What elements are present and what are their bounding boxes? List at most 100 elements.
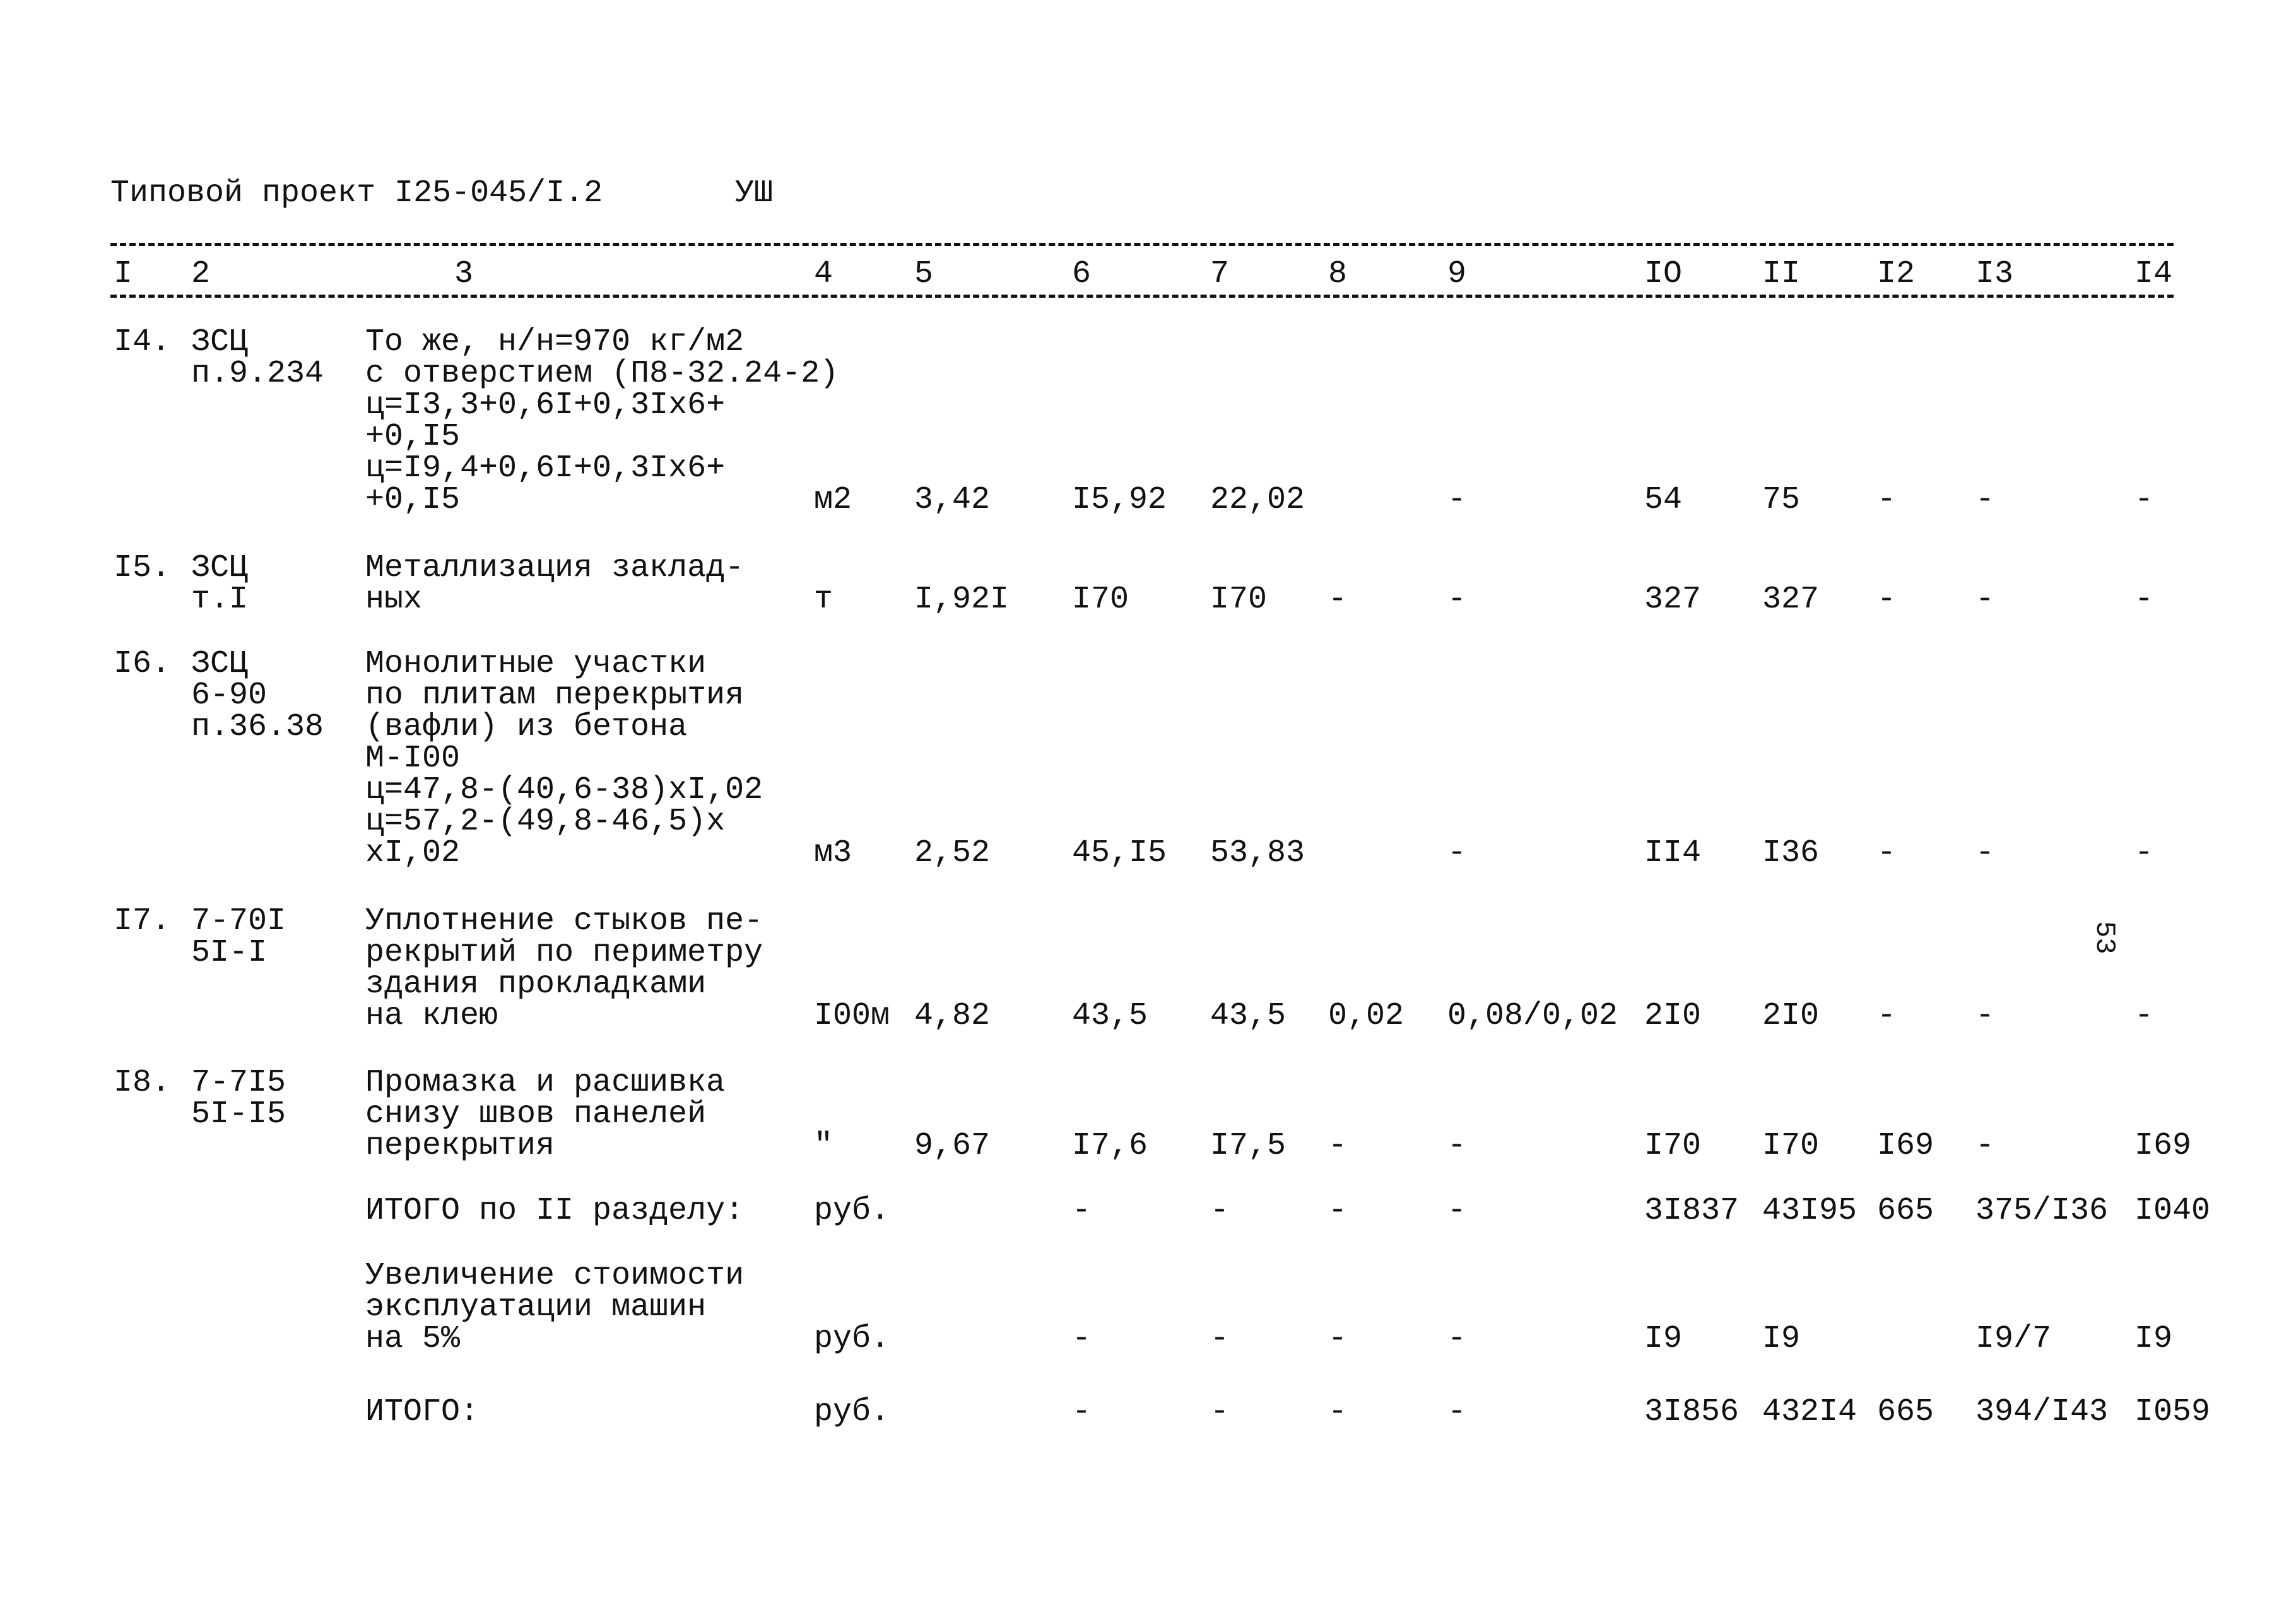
value-col-12: - [1877,998,1897,1034]
column-number: 3 [454,256,474,292]
work-description: Уплотнение стыков пе- [365,903,763,939]
value-col-6: - [1072,1394,1092,1430]
value-col-12: I69 [1877,1128,1934,1164]
work-description: снизу швов панелей [365,1096,707,1132]
work-description: по плитам перекрытия [365,677,745,713]
value-col-8: 0,02 [1328,998,1404,1034]
row-number: I4. [114,324,171,360]
work-description: (вафли) из бетона [365,709,688,745]
value-col-11: 43I95 [1762,1193,1857,1229]
column-number: I3 [1975,256,2014,292]
row-number: I5. [114,550,171,586]
work-description: перекрытия [365,1128,555,1164]
value-col-10: 327 [1644,582,1702,618]
work-description: ИТОГО по II разделу: [365,1193,745,1229]
value-col-11: 432I4 [1762,1394,1857,1430]
work-description: +0,I5 [365,419,461,455]
value-col-8: - [1328,1193,1348,1229]
work-description: +0,I5 [365,482,461,518]
work-description: ц=57,2-(49,8-46,5)х [365,804,726,840]
value-col-13: - [1975,835,1995,871]
norm-code: 7-70I [191,903,286,939]
work-description: здания прокладками [365,966,707,1002]
value-col-7: - [1210,1394,1230,1430]
value-col-9: 0,08/0,02 [1447,998,1618,1034]
column-number: 9 [1447,256,1467,292]
value-col-9: - [1447,1128,1467,1164]
value-col-7: 43,5 [1210,998,1286,1034]
value-col-4: руб. [814,1321,890,1357]
work-description: ц=I9,4+0,6I+0,3Iх6+ [365,450,726,486]
value-col-11: 2I0 [1762,998,1820,1034]
value-col-9: - [1447,1321,1467,1357]
column-number: IO [1644,256,1683,292]
value-col-4: м3 [814,835,852,871]
work-description: Промазка и расшивка [365,1065,726,1101]
norm-code: ЗСЦ [191,324,249,360]
value-col-6: I5,92 [1072,482,1167,518]
value-col-10: I9 [1644,1321,1683,1357]
value-col-10: I70 [1644,1128,1702,1164]
value-col-9: - [1447,582,1467,618]
column-number: I [114,256,133,292]
column-number: II [1762,256,1801,292]
column-number: I2 [1877,256,1916,292]
value-col-11: I36 [1762,835,1820,871]
work-description: То же, н/н=970 кг/м2 [365,324,745,360]
norm-code: 5I-I [191,935,268,971]
work-description: ц=47,8-(40,6-38)хI,02 [365,772,763,808]
value-col-7: - [1210,1193,1230,1229]
value-col-10: 3I856 [1644,1394,1740,1430]
value-col-12: - [1877,482,1897,518]
column-number: 5 [914,256,934,292]
column-number: 8 [1328,256,1348,292]
value-col-5: 4,82 [914,998,991,1034]
value-col-8: - [1328,1128,1348,1164]
value-col-12: - [1877,835,1897,871]
value-col-8: - [1328,1321,1348,1357]
value-col-9: - [1447,482,1467,518]
document-title: Типовой проект I25-045/I.2 [110,175,603,211]
value-col-10: 2I0 [1644,998,1702,1034]
value-col-14: - [2134,835,2154,871]
column-number: 4 [814,256,833,292]
value-col-11: I70 [1762,1128,1820,1164]
row-number: I6. [114,646,171,682]
value-col-7: I70 [1210,582,1268,618]
value-col-6: 45,I5 [1072,835,1167,871]
column-number: 6 [1072,256,1092,292]
value-col-5: 9,67 [914,1128,991,1164]
value-col-4: руб. [814,1193,890,1229]
value-col-7: - [1210,1321,1230,1357]
value-col-9: - [1447,1193,1467,1229]
value-col-7: 53,83 [1210,835,1305,871]
value-col-7: 22,02 [1210,482,1305,518]
value-col-14: I059 [2134,1394,2211,1430]
value-col-6: 43,5 [1072,998,1148,1034]
value-col-14: - [2134,582,2154,618]
value-col-6: - [1072,1321,1092,1357]
norm-code: 6-90 [191,677,268,713]
work-description: Монолитные участки [365,646,707,682]
value-col-13: - [1975,482,1995,518]
column-number: I4 [2134,256,2173,292]
row-number: I8. [114,1065,171,1101]
value-col-13: 394/I43 [1975,1394,2109,1430]
work-description: хI,02 [365,835,461,871]
value-col-12: 665 [1877,1394,1934,1430]
header-divider-top [110,243,2174,246]
value-col-13: - [1975,1128,1995,1164]
work-description: рекрытий по периметру [365,935,763,971]
value-col-9: - [1447,1394,1467,1430]
value-col-11: I9 [1762,1321,1801,1357]
value-col-12: - [1877,582,1897,618]
work-description: на 5% [365,1321,461,1357]
value-col-5: 2,52 [914,835,991,871]
value-col-5: 3,42 [914,482,991,518]
value-col-4: I00м [814,998,890,1034]
value-col-14: - [2134,998,2154,1034]
value-col-8: - [1328,1394,1348,1430]
value-col-13: 375/I36 [1975,1193,2109,1229]
value-col-6: - [1072,1193,1092,1229]
work-description: Увеличение стоимости [365,1258,745,1294]
